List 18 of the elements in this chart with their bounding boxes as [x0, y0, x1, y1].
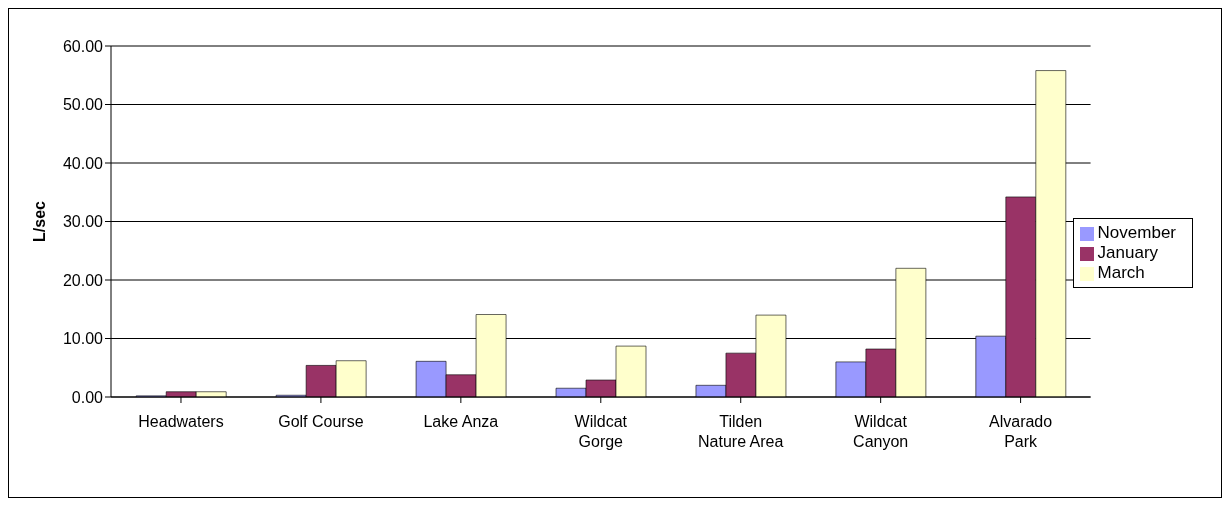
y-tick-label: 30.00: [62, 213, 104, 231]
y-tick-label: 50.00: [62, 96, 104, 114]
y-tick-label: 40.00: [62, 154, 104, 172]
x-tick-label: Headwaters: [138, 413, 224, 430]
x-tick-label: Golf Course: [278, 413, 364, 430]
x-tick-label: Alvarado Park: [989, 413, 1053, 450]
y-tick-label: 60.00: [62, 37, 104, 55]
x-tick-label: Wildcat Gorge: [574, 413, 628, 450]
legend-label: November: [1097, 223, 1176, 242]
x-tick-label: Wildcat Canyon: [853, 413, 909, 450]
x-tick-label: Tilden Nature Area: [698, 413, 784, 450]
x-tick-label: Lake Anza: [423, 413, 499, 430]
y-tick-label: 20.00: [62, 271, 104, 289]
legend-label: January: [1097, 243, 1159, 262]
y-tick-label: 0.00: [71, 388, 104, 406]
legend-label: March: [1097, 263, 1145, 282]
y-axis-title: L/sec: [30, 200, 48, 242]
y-tick-label: 10.00: [62, 330, 104, 348]
